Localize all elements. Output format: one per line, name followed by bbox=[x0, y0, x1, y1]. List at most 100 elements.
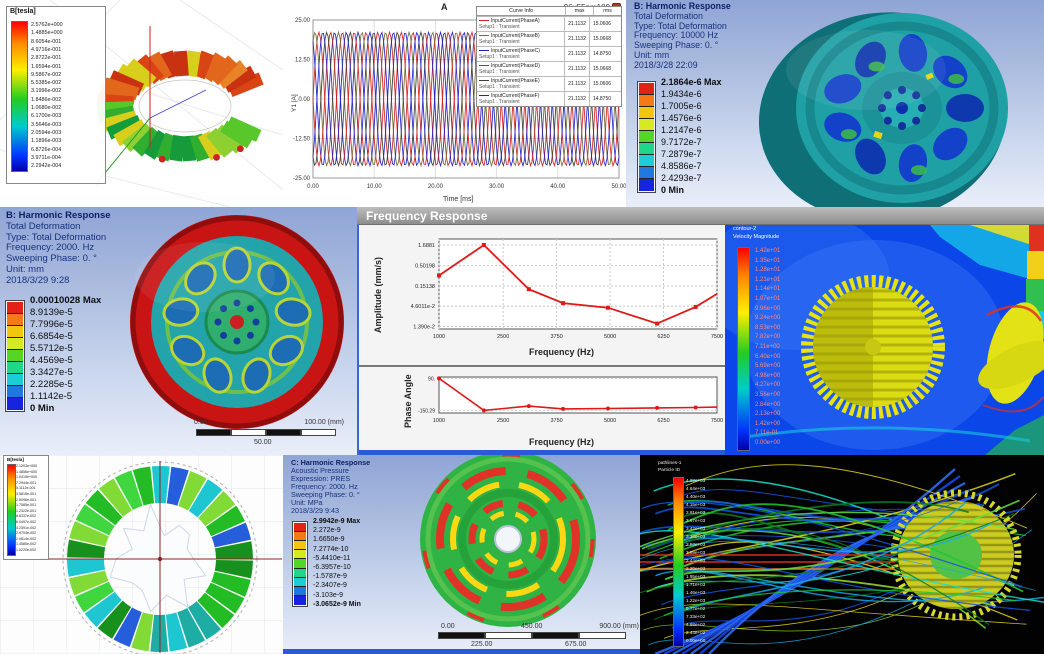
legend-colorbar bbox=[11, 21, 28, 173]
curve-info-row: InputCurrent(PhaseF) Setup1 : Transient 21… bbox=[477, 91, 621, 106]
svg-text:25.00: 25.00 bbox=[295, 18, 311, 24]
legend-value: 2.69e+03 bbox=[686, 550, 706, 555]
deformed-wheel-view bbox=[758, 12, 1008, 207]
legend-value: 2.1864e-6 Max bbox=[661, 77, 722, 87]
info-line: Frequency: 10000 Hz bbox=[634, 30, 719, 41]
legend-value: 1.07e+01 bbox=[755, 296, 781, 302]
curve-max: 21.1132 bbox=[565, 32, 590, 46]
plot-title: A bbox=[441, 2, 448, 12]
legend-value: 4.27e+00 bbox=[755, 382, 781, 389]
scale-50: 50.00 bbox=[254, 439, 272, 446]
svg-text:6250: 6250 bbox=[657, 418, 669, 424]
scale-ruler: 0.00 100.00 (mm) 50.00 bbox=[194, 419, 344, 451]
legend-value: 1.0680e-002 bbox=[31, 105, 62, 111]
legend-value: 1.7005e-6 bbox=[661, 101, 702, 111]
svg-text:-150.29: -150.29 bbox=[418, 408, 435, 414]
legend-value: 5.5712e-5 bbox=[30, 343, 73, 354]
contour-variable: Velocity Magnitude bbox=[733, 234, 780, 240]
legend-value: 4.8586e-7 bbox=[661, 161, 702, 171]
curve-rms: 15.0668 bbox=[592, 36, 612, 42]
curve-info-row: InputCurrent(PhaseB) Setup1 : Transient 21… bbox=[477, 31, 621, 46]
legend-value: 1.22e+03 bbox=[686, 598, 706, 603]
legend-value: 2.93e+03 bbox=[686, 542, 706, 547]
legend-value: 4.64e+03 bbox=[686, 486, 706, 491]
legend-value: 7.2944e-001 bbox=[16, 480, 37, 485]
info-line: Sweeping Phase: 0. ° bbox=[291, 490, 360, 499]
info-line: Type: Total Deformation bbox=[6, 231, 107, 243]
info-line: C: Harmonic Response bbox=[291, 458, 371, 467]
svg-text:20.00: 20.00 bbox=[428, 184, 444, 190]
window-titlebar[interactable]: Frequency Response bbox=[357, 207, 1044, 225]
legend-value: 8.6337e-002 bbox=[16, 514, 37, 519]
legend-value: 2.2942e-004 bbox=[31, 163, 62, 170]
curve-info-header: Curve Info max rms bbox=[477, 7, 621, 16]
rotor-field-plot bbox=[40, 461, 282, 654]
info-line: Acoustic Pressure bbox=[291, 466, 349, 475]
col-rms: rms bbox=[603, 8, 612, 14]
svg-text:1000: 1000 bbox=[433, 418, 445, 424]
info-line: Total Deformation bbox=[6, 220, 81, 232]
legend-value: 2.9942e-9 Max bbox=[313, 518, 361, 525]
legend-value: -5.4410e-11 bbox=[313, 554, 351, 562]
legend-value: 2.4293e-7 bbox=[661, 173, 702, 183]
curve-color-sample bbox=[479, 80, 489, 82]
curve-setup: Setup1 : Transient bbox=[479, 69, 520, 75]
legend-value: 1.7585e-001 bbox=[16, 503, 37, 508]
legend-value: 3.42e+03 bbox=[686, 526, 706, 531]
info-line: B: Harmonic Response bbox=[634, 1, 731, 11]
curve-max: 21.1132 bbox=[565, 92, 590, 106]
curve-setup: Setup1 : Transient bbox=[479, 84, 520, 90]
window-bottom-border bbox=[283, 649, 640, 654]
legend-value: -2.3407e-9 bbox=[313, 582, 347, 590]
legend-value: 7.2774e-10 bbox=[313, 545, 349, 553]
legend-value: 1.14e+01 bbox=[755, 286, 781, 293]
legend-value: 5.5385e-002 bbox=[31, 80, 62, 87]
curve-label: InputCurrent(PhaseB) bbox=[491, 33, 540, 39]
legend-value: 3.3427e-5 bbox=[30, 367, 73, 378]
curve-info-row: InputCurrent(PhaseC) Setup1 : Transient 21… bbox=[477, 46, 621, 61]
legend-value: 2.44e+03 bbox=[686, 558, 706, 563]
legend-value: 6.6854e-5 bbox=[30, 331, 73, 342]
legend-value: 1.4885e+000 bbox=[31, 30, 63, 37]
legend-value: 1.0410e+000 bbox=[16, 475, 38, 480]
svg-text:7500: 7500 bbox=[711, 418, 723, 424]
legend-value: 1.2322e-001 bbox=[16, 508, 37, 513]
legend-value: 8.9139e-5 bbox=[30, 307, 73, 318]
legend-value: 4.9716e-001 bbox=[31, 46, 62, 53]
legend-value: 1.0220e-002 bbox=[16, 548, 37, 552]
svg-text:30.00: 30.00 bbox=[489, 184, 505, 190]
freq-axis-label-2: Frequency (Hz) bbox=[529, 437, 595, 447]
svg-text:0.00: 0.00 bbox=[307, 184, 319, 190]
pathlines-variable: Particle ID bbox=[658, 468, 681, 473]
curve-color-sample bbox=[479, 95, 489, 97]
svg-text:2500: 2500 bbox=[497, 334, 509, 340]
svg-text:90.: 90. bbox=[428, 376, 435, 382]
legend-value: 0 Min bbox=[661, 185, 685, 195]
curve-color-sample bbox=[479, 20, 489, 22]
svg-text:1000: 1000 bbox=[433, 334, 445, 340]
curve-label: InputCurrent(PhaseD) bbox=[491, 63, 540, 69]
legend-value: 2.5096e-001 bbox=[16, 497, 37, 502]
legend-value: 3.5815e-001 bbox=[16, 492, 37, 496]
curve-info-row: InputCurrent(PhaseD) Setup1 : Transient 21… bbox=[477, 61, 621, 76]
svg-text:50.00: 50.00 bbox=[611, 184, 626, 190]
chart-separator bbox=[359, 365, 727, 367]
scale-675: 675.00 bbox=[565, 641, 587, 648]
svg-text:2500: 2500 bbox=[497, 418, 509, 424]
pathlines-view bbox=[640, 464, 1044, 654]
curve-setup: Setup1 : Transient bbox=[479, 99, 520, 105]
info-line: 2018/3/28 22:09 bbox=[634, 59, 698, 70]
pathlines-name: pathlines-1 bbox=[658, 461, 682, 466]
legend-value: 9.77e+02 bbox=[686, 606, 706, 611]
info-line: Unit: mm bbox=[6, 263, 44, 275]
legend-value: 1.4585e-002 bbox=[16, 542, 37, 547]
svg-text:1.6881: 1.6881 bbox=[418, 243, 435, 249]
legend-value: 1.6650e-9 bbox=[313, 536, 345, 544]
velocity-contour-view bbox=[725, 225, 1044, 455]
curve-label: InputCurrent(PhaseE) bbox=[491, 78, 540, 84]
legend-value: 2.44e+02 bbox=[686, 630, 706, 635]
legend-value: 4.88e+03 bbox=[686, 478, 706, 483]
curve-setup: Setup1 : Transient bbox=[479, 24, 520, 30]
legend-value: 8.53e+00 bbox=[755, 324, 781, 331]
phase-chart: 90. -150.29 1000 2500 3750 5000 6250 7500 bbox=[418, 376, 723, 424]
